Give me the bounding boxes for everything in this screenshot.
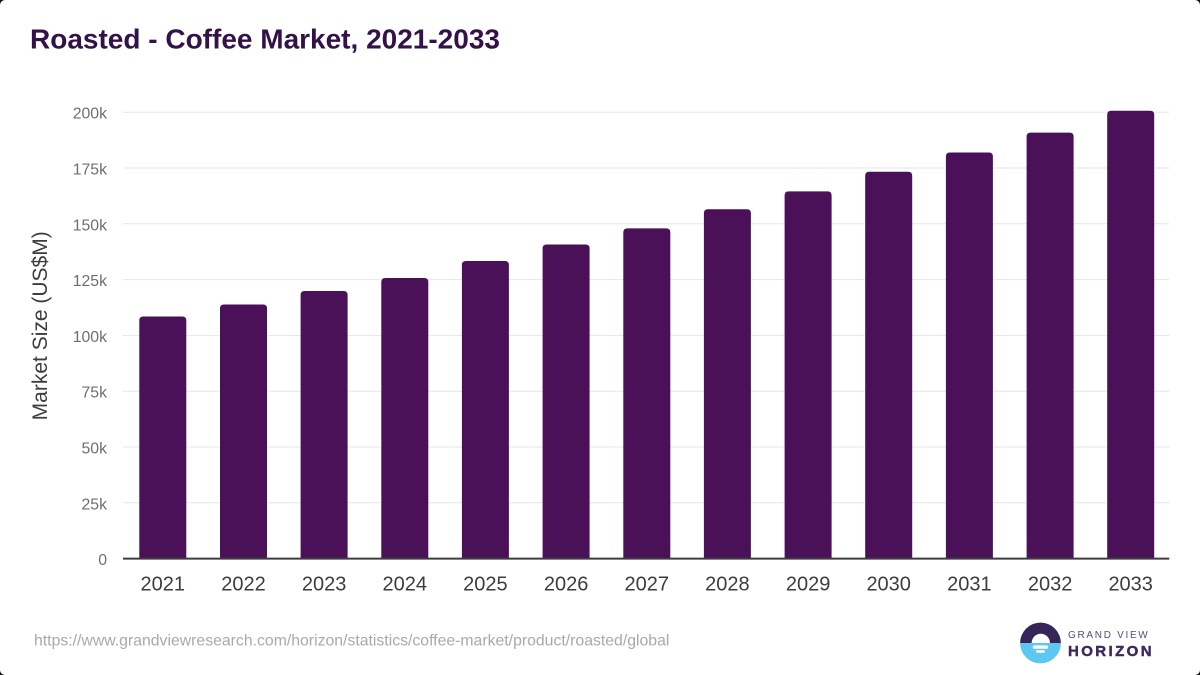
svg-text:2028: 2028	[705, 574, 750, 596]
svg-text:50k: 50k	[82, 441, 108, 458]
svg-text:HORIZON: HORIZON	[1068, 643, 1154, 660]
svg-text:Roasted - Coffee Market, 2021-: Roasted - Coffee Market, 2021-2033	[30, 23, 500, 54]
svg-text:125k: 125k	[73, 273, 107, 290]
svg-text:2032: 2032	[1028, 574, 1073, 596]
svg-text:2033: 2033	[1108, 574, 1153, 596]
svg-text:2026: 2026	[544, 574, 589, 596]
svg-text:2023: 2023	[302, 574, 347, 596]
svg-text:Market Size (US$M): Market Size (US$M)	[29, 231, 52, 420]
svg-text:https://www.grandviewresearch.: https://www.grandviewresearch.com/horizo…	[34, 633, 669, 650]
svg-text:2031: 2031	[947, 574, 992, 596]
svg-text:200k: 200k	[73, 106, 107, 123]
svg-text:100k: 100k	[73, 329, 107, 346]
svg-text:2030: 2030	[866, 574, 911, 596]
svg-text:2025: 2025	[463, 574, 508, 596]
svg-text:2029: 2029	[786, 574, 831, 596]
svg-text:2022: 2022	[221, 574, 266, 596]
svg-text:175k: 175k	[73, 162, 107, 179]
svg-text:25k: 25k	[82, 496, 108, 513]
svg-text:0: 0	[98, 552, 107, 569]
svg-text:75k: 75k	[82, 385, 108, 402]
svg-text:2027: 2027	[625, 574, 670, 596]
svg-text:2024: 2024	[383, 574, 428, 596]
svg-text:2021: 2021	[141, 574, 186, 596]
svg-text:150k: 150k	[73, 217, 107, 234]
svg-text:GRAND VIEW: GRAND VIEW	[1068, 630, 1149, 641]
